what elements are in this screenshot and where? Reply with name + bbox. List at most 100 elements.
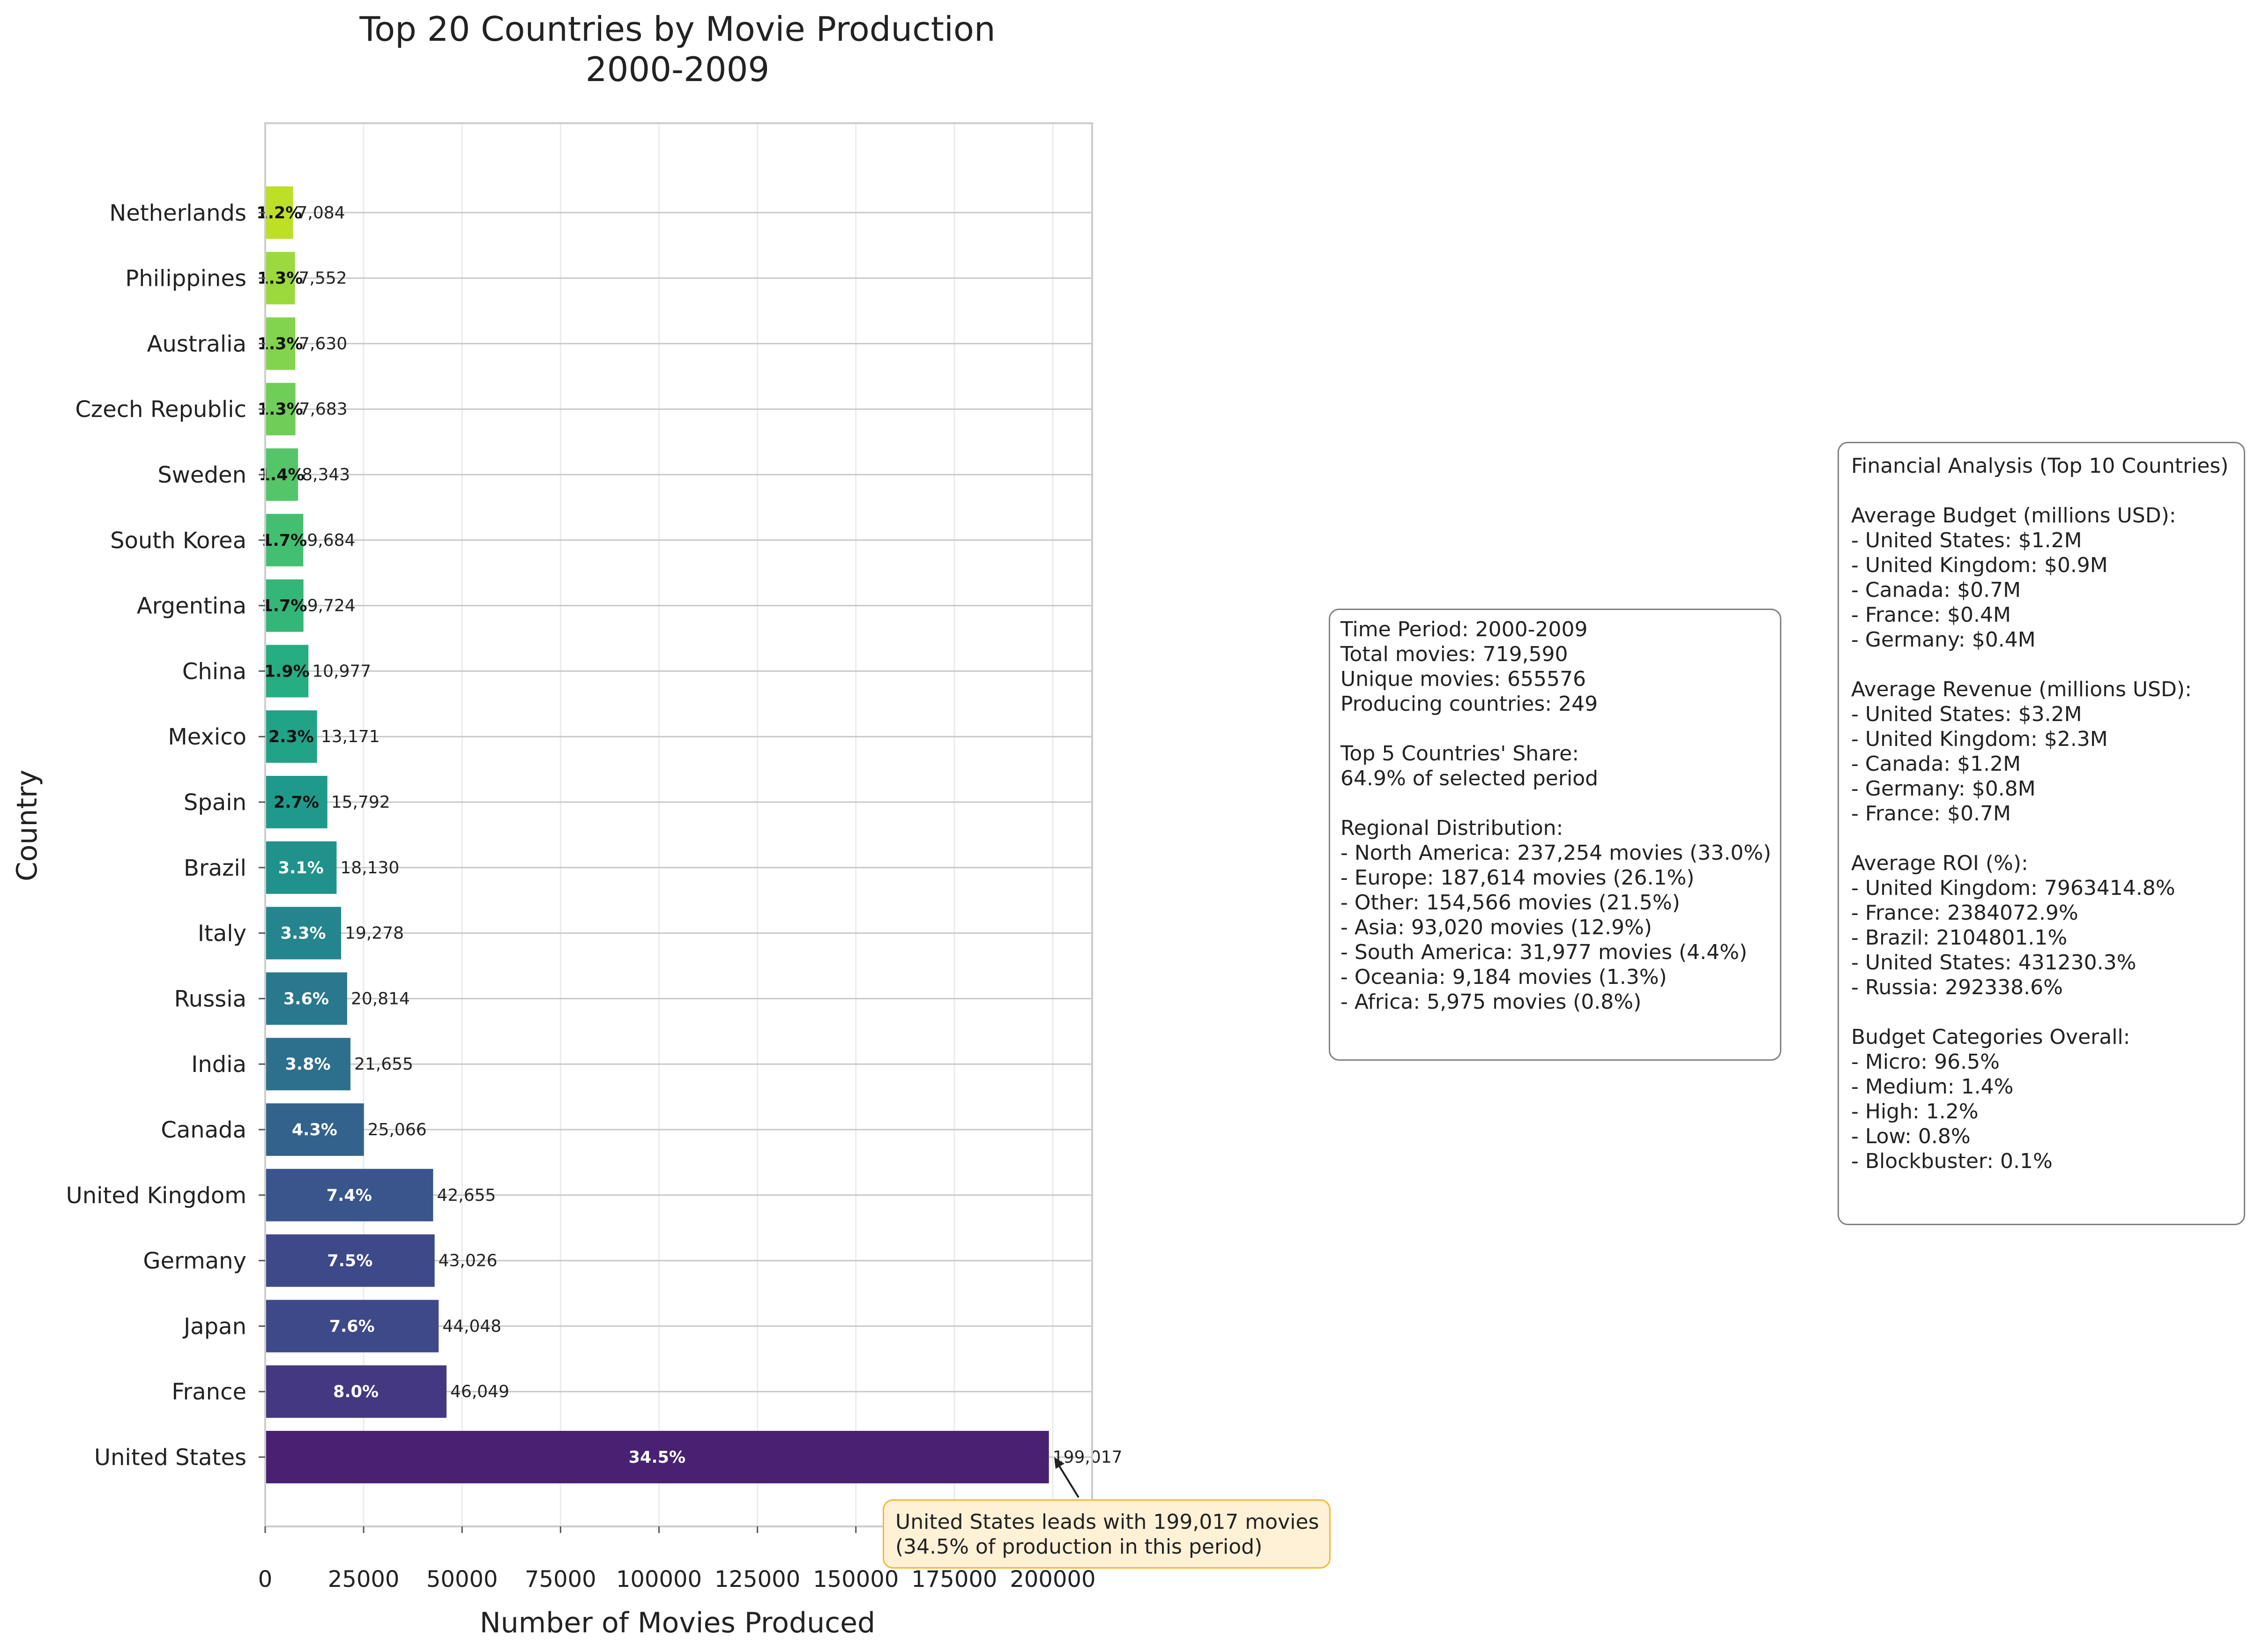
bar-value-label: 19,278 bbox=[345, 924, 404, 943]
chart-title: Top 20 Countries by Movie Production bbox=[359, 9, 995, 49]
bar-percent-label: 7.5% bbox=[327, 1252, 372, 1271]
bar-value-label: 7,084 bbox=[297, 203, 345, 223]
y-tick-label: United Kingdom bbox=[66, 1183, 246, 1209]
bar-percent-label: 4.3% bbox=[292, 1121, 337, 1139]
bar-value-label: 7,683 bbox=[299, 400, 348, 419]
x-tick-label: 75000 bbox=[525, 1566, 596, 1592]
x-tick-label: 150000 bbox=[813, 1566, 899, 1592]
bar-value-label: 46,049 bbox=[450, 1382, 509, 1401]
bar bbox=[265, 841, 337, 894]
annotation-arrow bbox=[1054, 1457, 1079, 1498]
financial-analysis-box: Financial Analysis (Top 10 Countries) Av… bbox=[1838, 442, 2245, 1225]
leader-annotation: United States leads with 199,017 movies … bbox=[883, 1499, 1331, 1569]
y-tick-label: Czech Republic bbox=[75, 396, 246, 423]
y-axis-ticks: United States France Japan Germany United Ki… bbox=[66, 200, 265, 1471]
y-tick-label: Netherlands bbox=[109, 200, 246, 226]
y-tick-label: Spain bbox=[184, 789, 246, 816]
y-tick-label: Germany bbox=[143, 1248, 246, 1274]
bar-percent-label: 3.8% bbox=[285, 1055, 330, 1074]
x-axis-ticks: 0 25000 50000 75000 100000 125000 150000 175000… bbox=[258, 1526, 1096, 1592]
x-gridlines bbox=[264, 123, 1054, 1526]
bar-percent-label: 1.7% bbox=[261, 531, 307, 550]
bar bbox=[265, 383, 296, 436]
bar bbox=[265, 710, 317, 763]
x-tick-label: 100000 bbox=[616, 1566, 702, 1592]
y-gridlines bbox=[265, 212, 1092, 1458]
y-axis-label: Country bbox=[11, 770, 44, 881]
bar bbox=[265, 1168, 433, 1221]
bar-percent-label: 3.1% bbox=[278, 859, 324, 878]
bar-value-label: 9,724 bbox=[307, 596, 356, 616]
bar-value-label: 15,792 bbox=[331, 793, 390, 812]
bar-percent-label: 1.7% bbox=[261, 597, 307, 616]
y-tick-label: Sweden bbox=[157, 462, 246, 488]
bar-value-label: 13,171 bbox=[321, 727, 380, 746]
bar-value-label: 8,343 bbox=[302, 465, 350, 484]
bar-percent-label: 2.7% bbox=[274, 793, 319, 812]
y-tick-label: United States bbox=[94, 1444, 246, 1471]
bar bbox=[265, 1300, 439, 1353]
y-tick-label: Japan bbox=[182, 1313, 246, 1339]
bar-value-label: 9,684 bbox=[307, 531, 355, 550]
bar bbox=[265, 186, 293, 239]
bar-value-label: 7,630 bbox=[299, 334, 347, 353]
bars bbox=[265, 186, 1049, 1483]
bar bbox=[265, 1103, 364, 1156]
x-tick-label: 125000 bbox=[715, 1566, 800, 1592]
x-tick-label: 175000 bbox=[911, 1566, 997, 1592]
bar-percent-label: 8.0% bbox=[333, 1383, 379, 1401]
bar-value-label: 21,655 bbox=[354, 1055, 413, 1074]
bar bbox=[265, 907, 342, 960]
bar-percent-label: 7.4% bbox=[327, 1186, 372, 1205]
bar bbox=[265, 252, 295, 305]
x-tick-label: 50000 bbox=[426, 1566, 498, 1592]
bar-value-label: 25,066 bbox=[368, 1120, 427, 1139]
bar bbox=[265, 645, 309, 698]
y-tick-label: Mexico bbox=[168, 724, 246, 750]
bar bbox=[265, 776, 328, 828]
bar-percent-label: 3.3% bbox=[280, 924, 326, 943]
x-tick-label: 200000 bbox=[1010, 1566, 1095, 1592]
bar bbox=[265, 1431, 1049, 1483]
bar bbox=[265, 579, 304, 632]
bar bbox=[265, 972, 347, 1025]
bar-value-label: 20,814 bbox=[351, 989, 410, 1008]
bar-value-label: 10,977 bbox=[312, 662, 371, 681]
bar bbox=[265, 1234, 435, 1287]
bar bbox=[265, 1038, 351, 1091]
x-tick-label: 0 bbox=[258, 1566, 273, 1592]
bar-percent-label: 3.6% bbox=[283, 990, 329, 1008]
chart-subtitle: 2000-2009 bbox=[586, 50, 769, 89]
bar-percent-label: 7.6% bbox=[329, 1317, 375, 1336]
x-axis-label: Number of Movies Produced bbox=[480, 1607, 875, 1639]
bar-value-label: 44,048 bbox=[442, 1317, 501, 1336]
bar-value-label: 7,552 bbox=[298, 269, 347, 288]
y-tick-label: Canada bbox=[161, 1117, 246, 1143]
bar-percent-label: 1.4% bbox=[259, 466, 305, 484]
y-tick-label: Russia bbox=[174, 986, 246, 1012]
y-tick-label: China bbox=[182, 658, 246, 685]
bar bbox=[265, 513, 304, 566]
bar-value-label: 43,026 bbox=[439, 1251, 498, 1271]
y-tick-label: Australia bbox=[147, 331, 246, 357]
bar-percent-label: 34.5% bbox=[629, 1448, 685, 1467]
bar-percent-label: 2.3% bbox=[268, 728, 314, 746]
plot-frame bbox=[264, 122, 1093, 1527]
y-tick-label: France bbox=[171, 1379, 246, 1405]
value-labels: 199,01746,04944,04843,02642,65525,06621,… bbox=[297, 203, 1123, 1467]
y-tick-label: Brazil bbox=[184, 855, 246, 881]
bar-value-label: 18,130 bbox=[340, 858, 399, 878]
bar-percent-label: 1.9% bbox=[264, 662, 310, 681]
y-tick-label: South Korea bbox=[110, 528, 246, 554]
summary-statistics-box: Time Period: 2000-2009 Total movies: 719… bbox=[1329, 609, 1781, 1061]
y-tick-label: Philippines bbox=[125, 266, 246, 292]
bar-value-label: 42,655 bbox=[437, 1186, 496, 1205]
bar bbox=[265, 317, 296, 370]
bar bbox=[265, 448, 298, 501]
y-tick-label: India bbox=[191, 1051, 246, 1078]
y-tick-label: Argentina bbox=[137, 593, 246, 619]
bar bbox=[265, 1365, 447, 1418]
y-tick-label: Italy bbox=[198, 921, 246, 947]
x-tick-label: 25000 bbox=[328, 1566, 400, 1592]
